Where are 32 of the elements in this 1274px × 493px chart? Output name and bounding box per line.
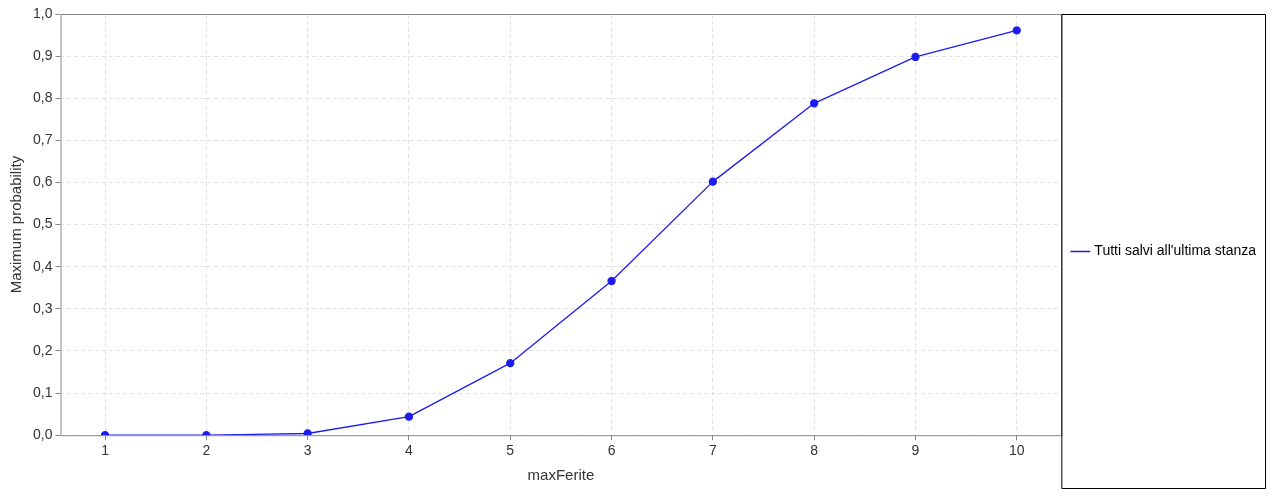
point bbox=[911, 52, 920, 62]
x-tick-label: 10 bbox=[1008, 442, 1025, 459]
y-tick-label: 0,1 bbox=[32, 383, 53, 400]
y-tick-label: 0,3 bbox=[32, 299, 53, 316]
x-tick-label: 2 bbox=[202, 442, 211, 459]
point bbox=[708, 177, 718, 186]
point bbox=[1012, 26, 1021, 35]
y-axis-title: Maximum probability bbox=[7, 155, 25, 294]
y-tick-label: 0,8 bbox=[32, 89, 53, 106]
x-tick-label: 6 bbox=[607, 442, 616, 459]
x-tick-label: 3 bbox=[303, 442, 312, 459]
point bbox=[404, 412, 414, 421]
legend-label: Tutti salvi all'ultima stanza bbox=[1094, 242, 1257, 259]
y-tick-label: 0,4 bbox=[32, 257, 53, 274]
point bbox=[810, 99, 819, 108]
x-tick-label: 8 bbox=[810, 442, 819, 459]
y-tick-label: 0,9 bbox=[32, 46, 53, 63]
x-tick-label: 5 bbox=[506, 442, 515, 459]
y-tick-label: 0,0 bbox=[32, 426, 53, 443]
x-tick-label: 1 bbox=[101, 442, 110, 459]
y-tick-label: 0,7 bbox=[32, 131, 53, 148]
y-tick-label: 0,6 bbox=[32, 173, 53, 190]
y-tick-label: 0,5 bbox=[32, 215, 53, 232]
x-tick-label: 4 bbox=[405, 442, 414, 459]
point bbox=[506, 359, 515, 368]
x-tick-label: 9 bbox=[911, 442, 920, 459]
y-tick-label: 1,0 bbox=[32, 4, 53, 21]
point bbox=[303, 429, 312, 436]
x-tick-label: 7 bbox=[708, 442, 717, 459]
y-tick-label: 0,2 bbox=[32, 341, 53, 358]
point bbox=[607, 276, 616, 286]
x-axis-title: maxFerite bbox=[527, 466, 595, 484]
